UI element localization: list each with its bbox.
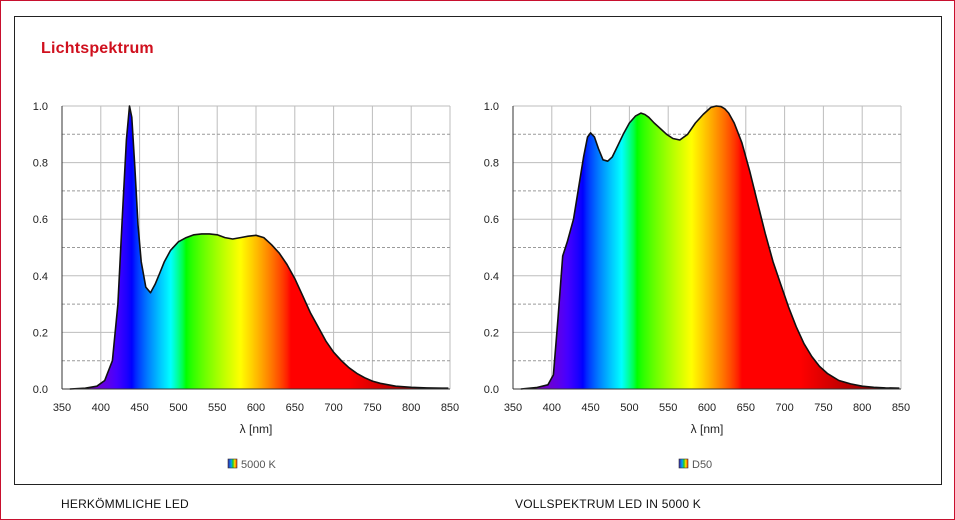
spectrum-area [69, 106, 449, 389]
spectrum-area [520, 106, 900, 389]
y-tick-label: 0.2 [33, 327, 48, 339]
x-tick-label: 600 [247, 402, 265, 414]
x-tick-label: 800 [402, 402, 420, 414]
x-tick-label: 450 [581, 402, 599, 414]
legend-swatch [678, 458, 689, 469]
legend-label: 5000 K [241, 459, 277, 471]
x-tick-label: 350 [53, 402, 71, 414]
legend: D50 [678, 458, 712, 471]
x-tick-label: 750 [814, 402, 832, 414]
x-tick-label: 850 [441, 402, 459, 414]
panel-frame [14, 16, 942, 485]
x-tick-label: 550 [659, 402, 677, 414]
x-tick-label: 700 [775, 402, 793, 414]
spectrum-line [520, 105, 900, 390]
x-tick-label: 650 [286, 402, 304, 414]
caption-left: HERKÖMMLICHE LED [61, 497, 189, 511]
y-tick-label: 0.0 [33, 384, 48, 396]
page-title: Lichtspektrum [41, 40, 154, 57]
y-tick-label: 0.2 [484, 327, 499, 339]
x-tick-label: 500 [169, 402, 187, 414]
caption-right: VOLLSPEKTRUM LED IN 5000 K [515, 497, 701, 511]
x-tick-label: 400 [92, 402, 110, 414]
y-tick-label: 1.0 [33, 101, 48, 113]
x-tick-label: 650 [737, 402, 755, 414]
legend-swatch [227, 458, 238, 469]
y-tick-label: 0.6 [484, 214, 499, 226]
x-tick-label: 750 [363, 402, 381, 414]
y-tick-label: 0.0 [484, 384, 499, 396]
spectrum-line [69, 105, 449, 390]
legend: 5000 K [227, 458, 277, 471]
y-tick-label: 0.8 [33, 158, 48, 170]
y-tick-label: 0.4 [484, 271, 499, 283]
x-tick-label: 600 [698, 402, 716, 414]
y-tick-label: 0.8 [484, 158, 499, 170]
y-tick-label: 0.6 [33, 214, 48, 226]
y-tick-label: 1.0 [484, 101, 499, 113]
x-tick-label: 350 [504, 402, 522, 414]
x-tick-label: 550 [208, 402, 226, 414]
chart-conventional-led: 350 400 450 500 550 600 650 700 750 800 850 0.0 0.2 0… [33, 101, 459, 471]
x-tick-label: 500 [620, 402, 638, 414]
x-axis-label: λ [nm] [240, 422, 273, 436]
chart-full-spectrum-led: 350 400 450 500 550 600 650 700 750 800 850 0.0 0.2 0… [484, 101, 910, 471]
x-tick-label: 450 [130, 402, 148, 414]
y-tick-label: 0.4 [33, 271, 48, 283]
x-axis-label: λ [nm] [691, 422, 724, 436]
legend-label: D50 [692, 459, 712, 471]
x-tick-label: 800 [853, 402, 871, 414]
x-tick-label: 700 [324, 402, 342, 414]
x-tick-label: 850 [892, 402, 910, 414]
x-tick-label: 400 [543, 402, 561, 414]
